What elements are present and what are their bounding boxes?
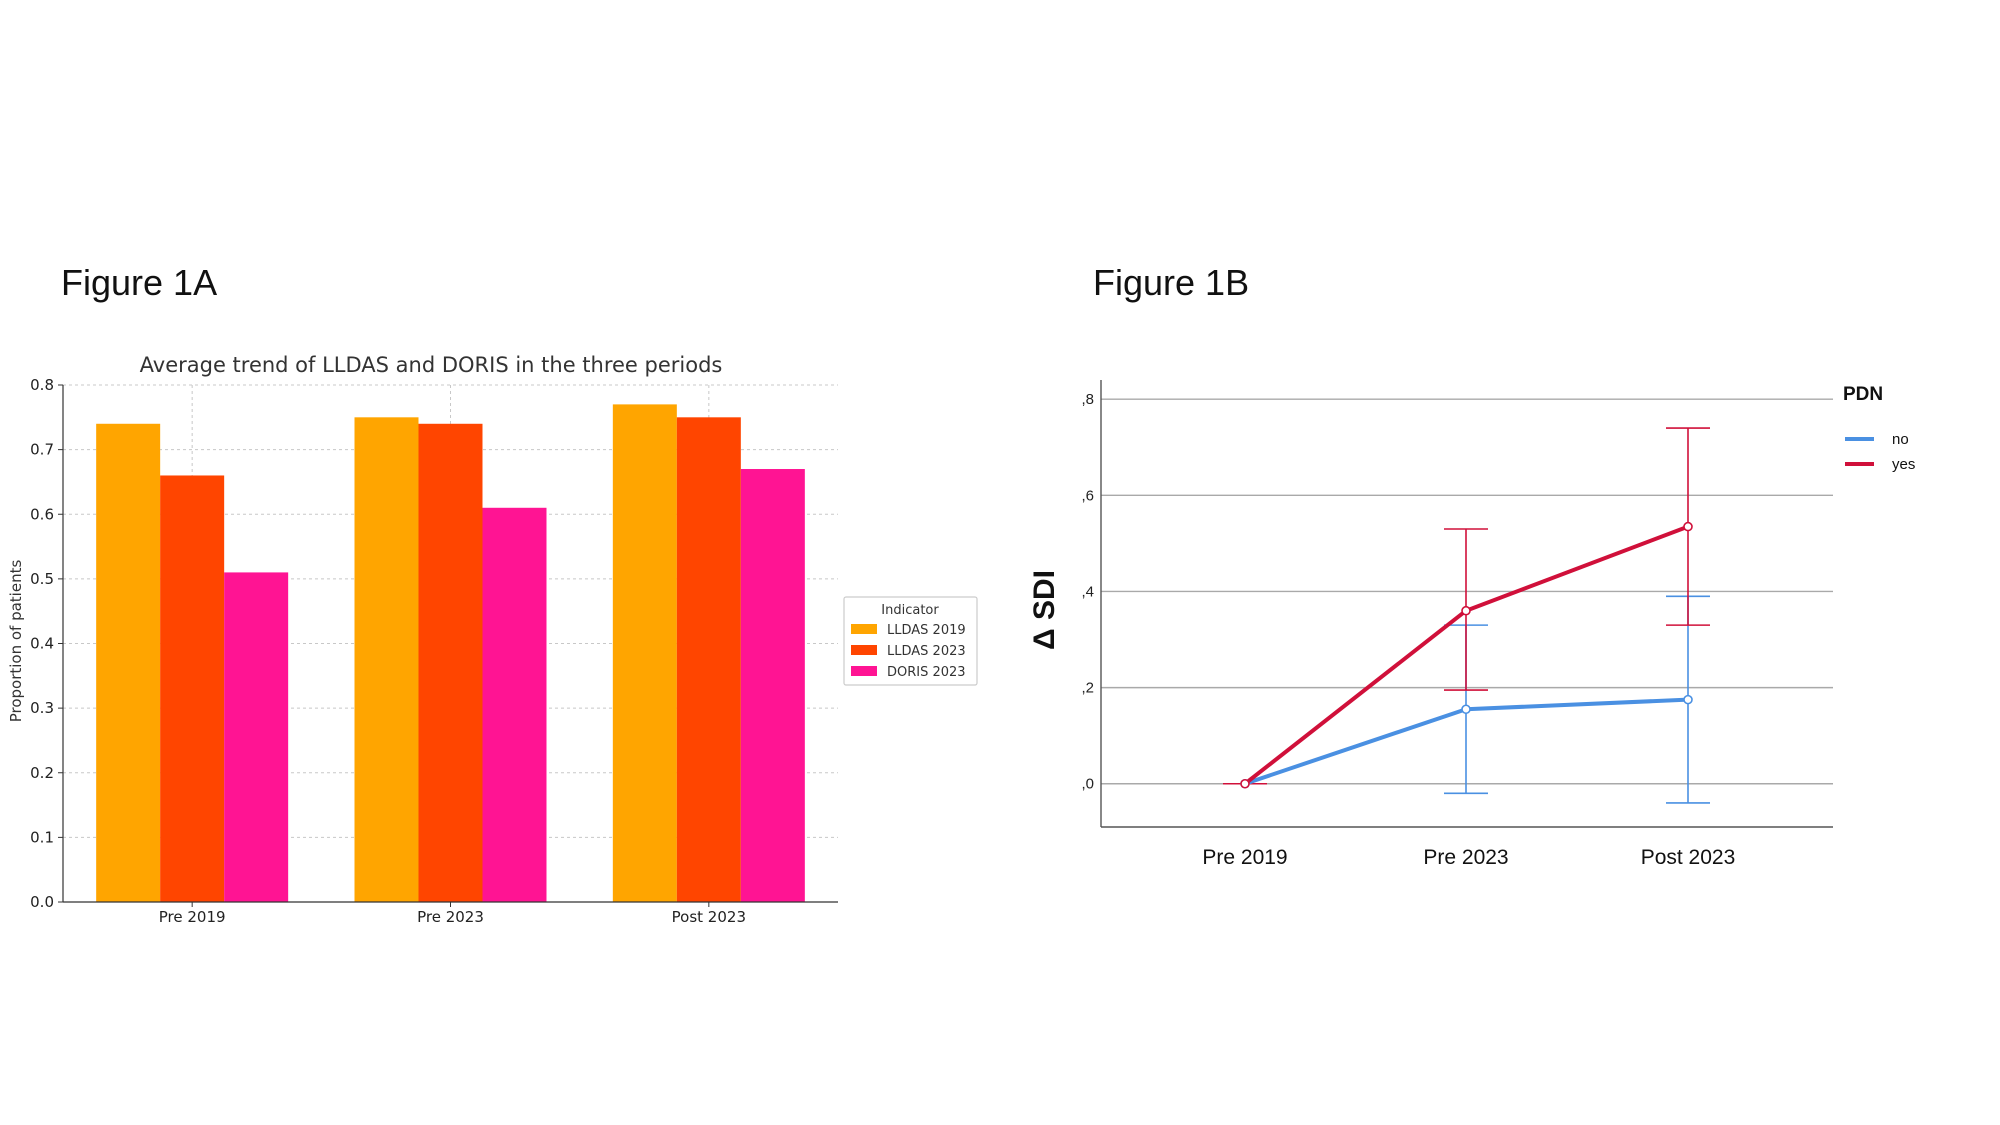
bar bbox=[354, 417, 419, 902]
x-tick-label: Post 2023 bbox=[1641, 846, 1736, 869]
bar-chart-x-ticks: Pre 2019 Pre 2023 Post 2023 bbox=[159, 902, 746, 926]
legend-title: PDN bbox=[1843, 384, 1883, 405]
x-tick-label: Pre 2019 bbox=[159, 908, 226, 926]
bar bbox=[740, 469, 805, 902]
bar bbox=[96, 423, 161, 902]
bar bbox=[612, 404, 677, 902]
line-chart-points bbox=[1240, 521, 1693, 789]
figure-1b-title: Figure 1B bbox=[1093, 262, 1250, 303]
legend-swatch bbox=[851, 645, 877, 655]
line-chart-error-bars bbox=[1223, 427, 1710, 804]
x-tick-label: Pre 2019 bbox=[1202, 846, 1287, 869]
bar bbox=[224, 572, 289, 902]
line-chart-gridlines bbox=[1101, 398, 1833, 785]
y-tick-label: 0.1 bbox=[30, 828, 54, 846]
y-tick-label: ,8 bbox=[1081, 391, 1094, 408]
bar-chart-title: Average trend of LLDAS and DORIS in the … bbox=[140, 353, 723, 377]
bar-chart-bars bbox=[96, 404, 805, 902]
y-tick-label: 0.4 bbox=[30, 635, 54, 653]
figure-1a-title: Figure 1A bbox=[61, 262, 218, 303]
bar bbox=[418, 423, 483, 902]
legend-label: LLDAS 2023 bbox=[887, 644, 966, 659]
bar-chart-legend: Indicator LLDAS 2019 LLDAS 2023 DORIS 2023 bbox=[843, 596, 978, 686]
x-tick-label: Post 2023 bbox=[672, 908, 746, 926]
legend-label: DORIS 2023 bbox=[887, 665, 966, 680]
y-tick-label: 0.0 bbox=[30, 893, 54, 911]
legend-box bbox=[843, 596, 978, 686]
y-tick-label: ,6 bbox=[1081, 487, 1094, 504]
y-tick-label: ,0 bbox=[1081, 776, 1094, 793]
y-tick-label: 0.3 bbox=[30, 699, 54, 717]
legend-label-yes: yes bbox=[1892, 456, 1915, 473]
line-chart-x-ticks: Pre 2019 Pre 2023 Post 2023 bbox=[1202, 846, 1735, 869]
y-tick-label: 0.7 bbox=[30, 441, 54, 459]
bar-chart-y-label: Proportion of patients bbox=[7, 560, 25, 723]
legend-swatch bbox=[851, 624, 877, 634]
bar bbox=[160, 475, 225, 902]
line-chart-legend: PDN no yes bbox=[1843, 384, 1915, 473]
data-point-no bbox=[1461, 704, 1471, 715]
y-tick-label: 0.6 bbox=[30, 505, 54, 523]
line-chart: ,0 ,2 ,4 ,6 ,8 Pre 2019 Pre 2023 Post 2023 Δ S… bbox=[1028, 380, 1915, 869]
data-point-no bbox=[1683, 694, 1693, 705]
data-point-yes bbox=[1240, 778, 1250, 789]
line-chart-y-label: Δ SDI bbox=[1028, 570, 1061, 650]
bar-chart-y-ticks: 0.0 0.1 0.2 0.3 0.4 0.5 0.6 0.7 0.8 bbox=[30, 376, 63, 911]
legend-swatch bbox=[851, 666, 877, 676]
x-tick-label: Pre 2023 bbox=[417, 908, 484, 926]
data-point-yes bbox=[1683, 521, 1693, 532]
data-point-yes bbox=[1461, 605, 1471, 616]
y-tick-label: 0.8 bbox=[30, 376, 54, 394]
bar-chart: Average trend of LLDAS and DORIS in the … bbox=[7, 353, 978, 926]
line-chart-y-ticks: ,0 ,2 ,4 ,6 ,8 bbox=[1081, 391, 1094, 793]
y-tick-label: 0.2 bbox=[30, 764, 54, 782]
y-tick-label: 0.5 bbox=[30, 570, 54, 588]
line-chart-axes bbox=[1100, 380, 1833, 828]
x-tick-label: Pre 2023 bbox=[1423, 846, 1508, 869]
bar bbox=[482, 507, 547, 902]
y-tick-label: ,2 bbox=[1081, 680, 1094, 697]
bar bbox=[676, 417, 741, 902]
legend-label-no: no bbox=[1892, 431, 1909, 448]
y-tick-label: ,4 bbox=[1081, 583, 1094, 600]
legend-title: Indicator bbox=[881, 603, 939, 618]
legend-label: LLDAS 2019 bbox=[887, 623, 966, 638]
